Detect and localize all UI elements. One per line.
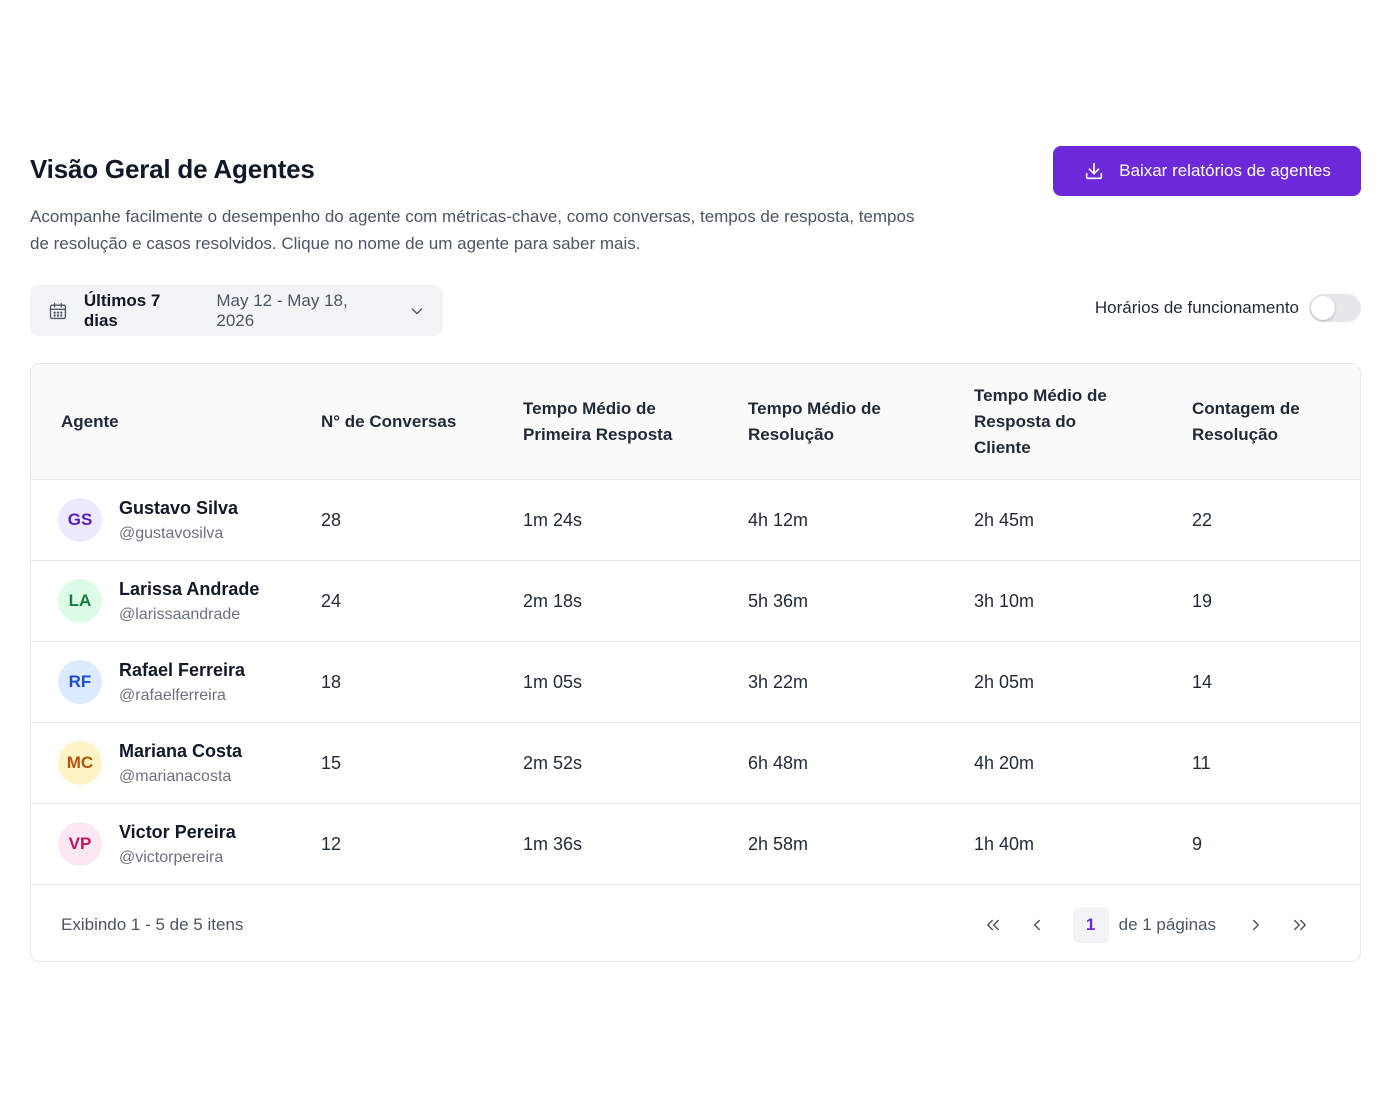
customer-response-cell: 3h 10m [974,591,1035,611]
first-response-cell: 1m 05s [523,672,583,692]
customer-response-cell: 2h 05m [974,672,1035,692]
conversations-cell: 28 [321,510,342,530]
column-header-agent[interactable]: Agente [61,412,119,431]
agents-table: Agente N° de Conversas Tempo Médio de Pr… [30,363,1361,962]
resolution-time-cell: 6h 48m [748,753,809,773]
agent-handle: @gustavosilva [119,525,224,542]
chevron-right-icon [1253,919,1259,930]
first-page-button[interactable] [978,910,1008,940]
table-row[interactable]: MC Mariana Costa @marianacosta 15 2m 52s 6h 4… [31,723,1360,804]
business-hours-toggle[interactable] [1309,294,1361,322]
column-header-resolution-time[interactable]: Tempo Médio de Resolução [748,399,881,444]
download-icon [1085,162,1103,180]
resolution-time-cell: 4h 12m [748,510,809,530]
pagination: 1 de 1 páginas [971,886,1322,961]
table-row[interactable]: RF Rafael Ferreira @rafaelferreira 18 1m 05s… [31,642,1360,723]
agent-handle: @larissaandrade [119,606,241,623]
first-response-cell: 1m 24s [523,510,583,530]
next-page-button[interactable] [1241,910,1271,940]
avatar: MC [58,741,102,785]
conversations-cell: 24 [321,591,342,611]
chevron-down-icon [411,307,423,314]
table-header: Agente N° de Conversas Tempo Médio de Pr… [31,364,1360,480]
column-header-resolution-count[interactable]: Contagem de Resolução [1192,399,1300,444]
page-description: Acompanhe facilmente o desempenho do age… [30,207,915,253]
chevrons-right-icon [1294,919,1306,930]
resolution-count-cell: 9 [1192,834,1203,854]
date-range-filter[interactable]: Últimos 7 dias May 12 - May 18, 2026 [30,285,443,336]
first-response-cell: 2m 18s [523,591,583,611]
customer-response-cell: 4h 20m [974,753,1035,773]
conversations-cell: 18 [321,672,342,692]
avatar: LA [58,579,102,623]
prev-page-button[interactable] [1022,910,1052,940]
chevrons-left-icon [986,919,999,930]
chevron-left-icon [1033,919,1040,930]
column-header-conversations[interactable]: N° de Conversas [321,412,457,431]
calendar-icon [49,302,67,319]
page-title: Visão Geral de Agentes [30,154,315,184]
date-range-value: May 12 - May 18, 2026 [216,290,348,330]
column-header-first-response[interactable]: Tempo Médio de Primeira Resposta [523,399,673,444]
table-row[interactable]: GS Gustavo Silva @gustavosilva 28 1m 24s 4h 1… [31,480,1360,561]
current-page-button[interactable]: 1 [1072,906,1109,943]
agent-handle: @marianacosta [119,768,232,785]
resolution-count-cell: 14 [1192,672,1213,692]
business-hours-control: Horários de funcionamento [1095,292,1361,324]
first-response-cell: 2m 52s [523,753,583,773]
agent-handle: @victorpereira [119,849,224,866]
toggle-knob [1311,296,1335,320]
conversations-cell: 12 [321,834,342,854]
table-row[interactable]: LA Larissa Andrade @larissaandrade 24 2m 18s… [31,561,1360,642]
date-range-label: Últimos 7 dias [83,290,161,330]
resolution-time-cell: 3h 22m [748,672,809,692]
agent-name-link[interactable]: Rafael Ferreira [119,660,246,680]
avatar: RF [58,660,102,704]
agent-name-link[interactable]: Gustavo Silva [119,498,239,518]
table-footer: Exibindo 1 - 5 de 5 itens 1 de 1 páginas [31,886,1360,961]
column-header-customer-response[interactable]: Tempo Médio de Resposta do Cliente [974,386,1107,457]
resolution-time-cell: 2h 58m [748,834,809,854]
page-count-label: de 1 páginas [1118,914,1216,934]
customer-response-cell: 2h 45m [974,510,1035,530]
agent-handle: @rafaelferreira [119,687,226,704]
resolution-count-cell: 19 [1192,591,1213,611]
resolution-count-cell: 11 [1192,753,1211,773]
conversations-cell: 15 [321,753,342,773]
download-reports-button[interactable]: Baixar relatórios de agentes [1053,146,1361,196]
first-response-cell: 1m 36s [523,834,583,854]
agent-name-link[interactable]: Mariana Costa [119,741,243,761]
business-hours-label: Horários de funcionamento [1094,298,1299,317]
avatar: VP [58,822,102,866]
resolution-count-cell: 22 [1192,510,1213,530]
agent-name-link[interactable]: Victor Pereira [119,822,236,842]
customer-response-cell: 1h 40m [974,834,1035,854]
last-page-button[interactable] [1285,910,1315,940]
items-summary: Exibindo 1 - 5 de 5 itens [61,914,244,934]
avatar: GS [58,498,102,542]
download-reports-label: Baixar relatórios de agentes [1119,161,1331,180]
agent-name-link[interactable]: Larissa Andrade [119,579,260,599]
resolution-time-cell: 5h 36m [748,591,809,611]
table-row[interactable]: VP Victor Pereira @victorpereira 12 1m 36s 2h… [31,804,1360,885]
